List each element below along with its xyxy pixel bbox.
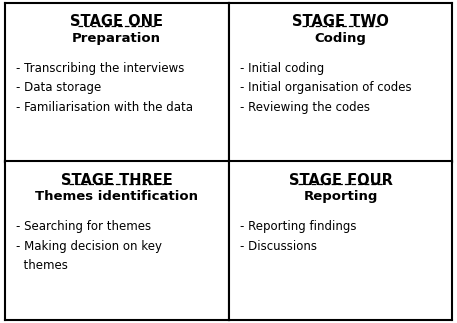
Text: Preparation: Preparation <box>72 32 161 45</box>
Text: STAGE THREE: STAGE THREE <box>61 172 172 188</box>
Text: - Searching for themes
- Making decision on key
  themes: - Searching for themes - Making decision… <box>16 220 162 272</box>
Text: STAGE TWO: STAGE TWO <box>292 14 389 29</box>
Text: Reporting: Reporting <box>303 190 377 203</box>
Text: STAGE ONE: STAGE ONE <box>70 14 163 29</box>
Text: Themes identification: Themes identification <box>35 190 198 203</box>
Text: Coding: Coding <box>314 32 367 45</box>
Text: - Initial coding
- Initial organisation of codes
- Reviewing the codes: - Initial coding - Initial organisation … <box>239 62 411 114</box>
Text: - Reporting findings
- Discussions: - Reporting findings - Discussions <box>239 220 356 253</box>
Text: - Transcribing the interviews
- Data storage
- Familiarisation with the data: - Transcribing the interviews - Data sto… <box>16 62 193 114</box>
Text: STAGE FOUR: STAGE FOUR <box>288 172 393 188</box>
